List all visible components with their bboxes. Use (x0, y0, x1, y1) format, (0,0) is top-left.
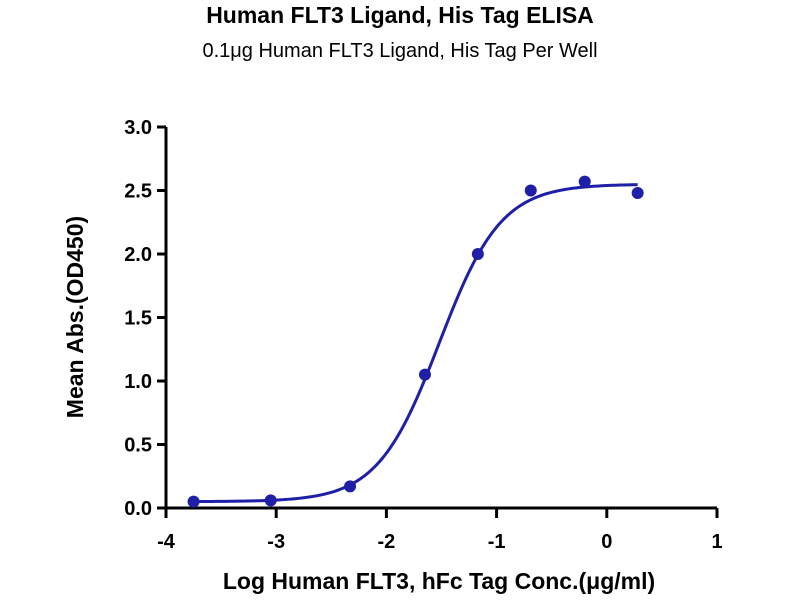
x-axis-label: Log Human FLT3, hFc Tag Conc.(μg/ml) (223, 568, 655, 594)
y-tick-label: 0.0 (124, 498, 152, 520)
x-tick-label: -4 (157, 531, 176, 553)
chart-title: Human FLT3 Ligand, His Tag ELISA (206, 2, 594, 28)
y-tick-label: 1.5 (124, 308, 152, 330)
y-tick-label: 3.0 (124, 117, 152, 139)
data-points (187, 175, 644, 508)
data-point (578, 175, 591, 188)
x-tick-label: -1 (488, 531, 506, 553)
x-ticks: -4 -3 -2 -1 0 1 (157, 508, 723, 553)
data-point (631, 187, 644, 200)
x-tick-label: -2 (378, 531, 396, 553)
x-tick-label: 1 (711, 531, 722, 553)
y-tick-label: 1.0 (124, 371, 152, 393)
data-point (264, 494, 277, 507)
y-axis-label: Mean Abs.(OD450) (62, 216, 88, 418)
y-tick-label: 2.0 (124, 244, 152, 266)
y-tick-label: 0.5 (124, 435, 152, 457)
y-ticks: 0.0 0.5 1.0 1.5 2.0 2.5 3.0 (124, 117, 166, 520)
chart-subtitle: 0.1μg Human FLT3 Ligand, His Tag Per Wel… (202, 40, 598, 62)
data-point (344, 480, 357, 493)
fit-curve (193, 183, 638, 504)
x-tick-label: 0 (601, 531, 612, 553)
data-point (471, 248, 484, 260)
x-tick-label: -3 (267, 531, 285, 553)
data-point (524, 184, 537, 197)
data-point (187, 495, 200, 508)
data-point (418, 368, 431, 381)
y-tick-label: 2.5 (124, 181, 152, 203)
